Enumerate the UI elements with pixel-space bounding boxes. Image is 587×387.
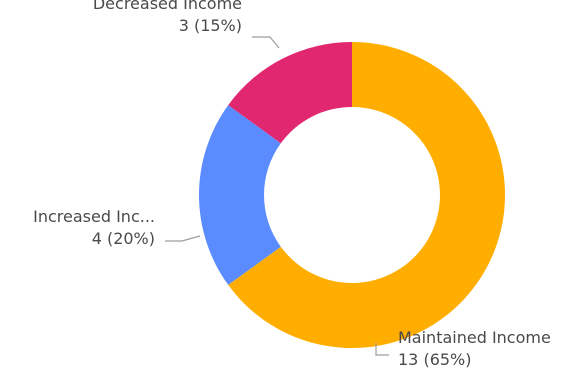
leader-line-increased-inc — [165, 235, 201, 242]
slice-label-increased-inc: Increased Inc... — [33, 207, 155, 226]
donut-slice-maintained-income — [228, 42, 505, 349]
leader-line-maintained-income — [375, 343, 389, 356]
donut-slice-increased-inc — [199, 105, 281, 285]
donut-slice-decreased-income — [228, 41, 352, 144]
slice-label-decreased-income: Decreased Income — [93, 0, 242, 13]
slice-label-maintained-income: Maintained Income — [398, 328, 551, 347]
slice-value-label-decreased-income: 3 (15%) — [179, 16, 242, 35]
slice-value-label-increased-inc: 4 (20%) — [92, 229, 155, 248]
slice-value-label-maintained-income: 13 (65%) — [398, 350, 472, 369]
leader-line-decreased-income — [252, 36, 280, 49]
